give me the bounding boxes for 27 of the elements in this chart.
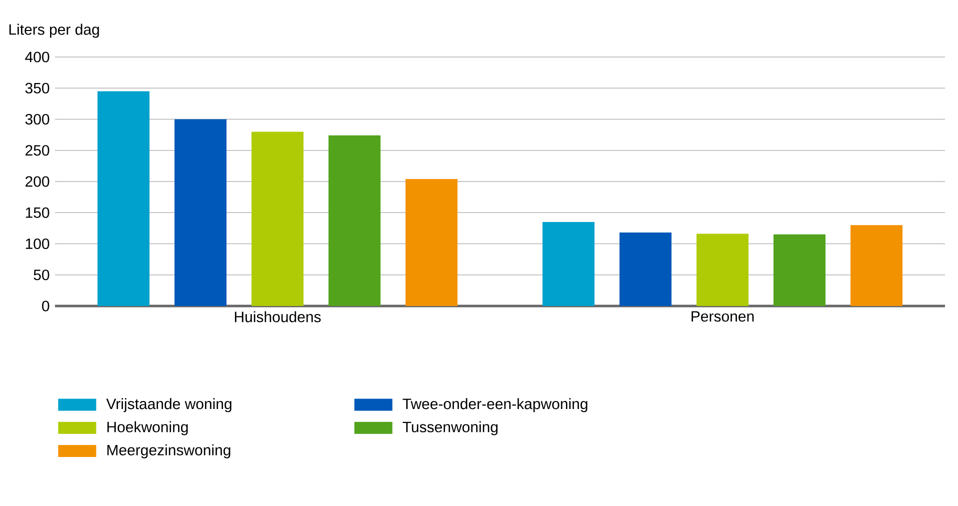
bar [174,119,226,306]
y-tick-label: 350 [25,82,50,94]
y-tick-label: 150 [26,207,50,218]
y-axis-title: Liters per dag [9,24,99,38]
legend-label: Hoekwoning [107,421,188,436]
bar [98,91,150,306]
legend-label: Meergezinswoning [107,444,230,458]
bar [696,234,749,306]
y-tick-label: 0 [42,300,50,312]
legend-label: Twee-onder-een-kapwoning [402,398,588,412]
bar [252,132,304,306]
x-tick-label: Personen [692,311,754,322]
bar [328,135,381,306]
bar [406,179,458,306]
bar [542,222,595,306]
y-tick-label: 200 [26,176,50,187]
legend-label: Vrijstaande woning [106,398,232,412]
y-tick-label: 300 [25,114,50,125]
y-tick-label: 50 [34,270,50,280]
x-tick-label: Huishoudens [234,311,321,322]
bar [620,232,672,306]
bar [774,234,826,306]
bar [850,225,903,306]
legend-label: Tussenwoning [402,421,498,436]
y-tick-label: 400 [25,52,50,62]
y-tick-label: 250 [26,145,50,156]
y-tick-label: 100 [26,238,50,250]
